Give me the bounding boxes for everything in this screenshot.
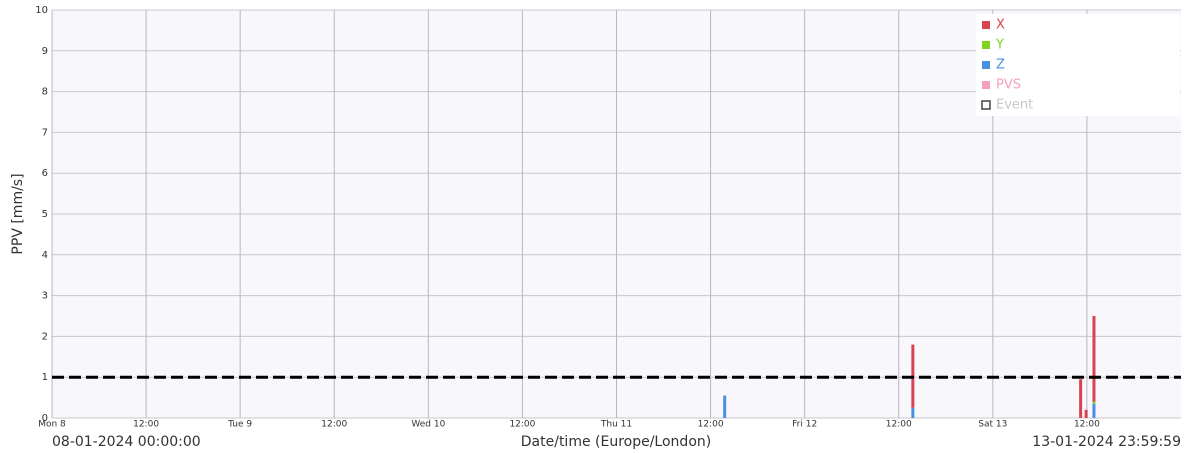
y-tick-label: 4: [42, 250, 48, 261]
y-tick-label: 8: [42, 87, 48, 98]
start-label: 08-01-2024 00:00:00: [52, 434, 201, 450]
legend-swatch: [981, 100, 991, 110]
y-tick-label: 10: [35, 5, 48, 16]
legend-swatch: [982, 61, 990, 69]
x-tick-label: 12:00: [133, 420, 159, 430]
x-tick-label: Fri 12: [792, 420, 817, 430]
legend-box: [976, 14, 1180, 116]
x-tick-label: Thu 11: [600, 420, 632, 430]
x-tick-label: 12:00: [321, 420, 347, 430]
bar: [911, 407, 915, 418]
y-tick-label: 6: [42, 168, 48, 179]
y-tick-label: 5: [42, 209, 48, 220]
x-axis-label: Date/time (Europe/London): [521, 434, 711, 450]
y-tick-label: 7: [42, 127, 48, 138]
bar: [1092, 403, 1096, 418]
y-tick-label: 3: [42, 291, 48, 302]
x-tick-label: 12:00: [886, 420, 912, 430]
legend-label: Y: [995, 38, 1004, 53]
legend-label: PVS: [996, 78, 1021, 93]
legend-label: Event: [996, 98, 1033, 113]
x-tick-label: 12:00: [698, 420, 724, 430]
y-tick-label: 0: [42, 413, 48, 424]
x-tick-label: Mon 8: [38, 420, 66, 430]
x-tick-label: Wed 10: [411, 420, 445, 430]
x-tick-label: Sat 13: [978, 420, 1007, 430]
bar: [1092, 316, 1096, 402]
x-tick-label: 12:00: [1074, 420, 1100, 430]
end-label: 13-01-2024 23:59:59: [1032, 434, 1181, 450]
y-tick-label: 9: [42, 46, 48, 57]
x-tick-label: Tue 9: [227, 420, 252, 430]
y-axis-label: PPV [mm/s]: [10, 173, 26, 254]
legend: XYZ PVS Event: [976, 14, 1180, 116]
bar: [723, 395, 727, 418]
y-tick-label: 1: [42, 372, 48, 383]
legend-swatch: [982, 81, 990, 89]
bar: [1079, 379, 1083, 418]
legend-swatch: [982, 41, 990, 49]
bar: [1092, 401, 1096, 404]
legend-swatch: [982, 21, 990, 29]
x-tick-label: 12:00: [509, 420, 535, 430]
y-tick-label: 2: [42, 331, 48, 342]
legend-label: X: [996, 18, 1005, 33]
legend-label: Z: [996, 58, 1005, 73]
bar: [1084, 409, 1088, 418]
